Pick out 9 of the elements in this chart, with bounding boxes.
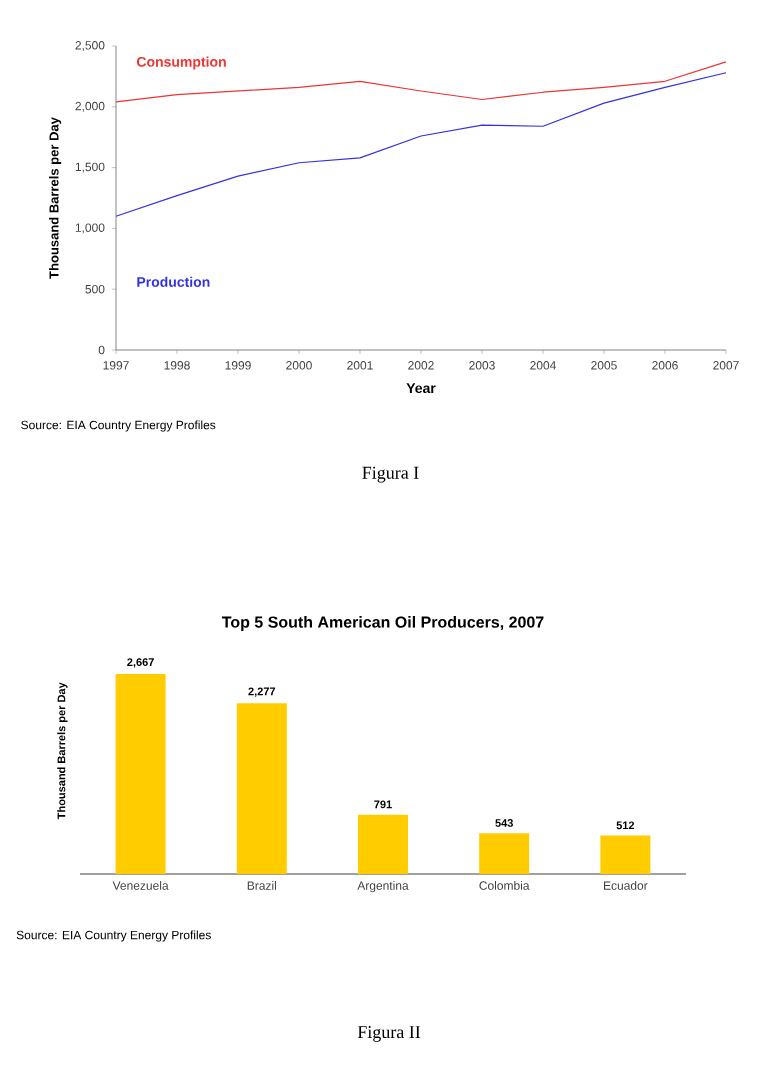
bar bbox=[479, 833, 530, 874]
bar bbox=[115, 673, 166, 874]
bar bbox=[236, 703, 287, 874]
text: Figura II bbox=[357, 1026, 421, 1042]
chart-title: Top 5 South American Oil Producers, 2007 bbox=[221, 616, 544, 631]
line-series bbox=[115, 72, 727, 217]
text: Figura I bbox=[362, 466, 419, 483]
bar bbox=[357, 814, 408, 874]
bar bbox=[600, 835, 651, 874]
